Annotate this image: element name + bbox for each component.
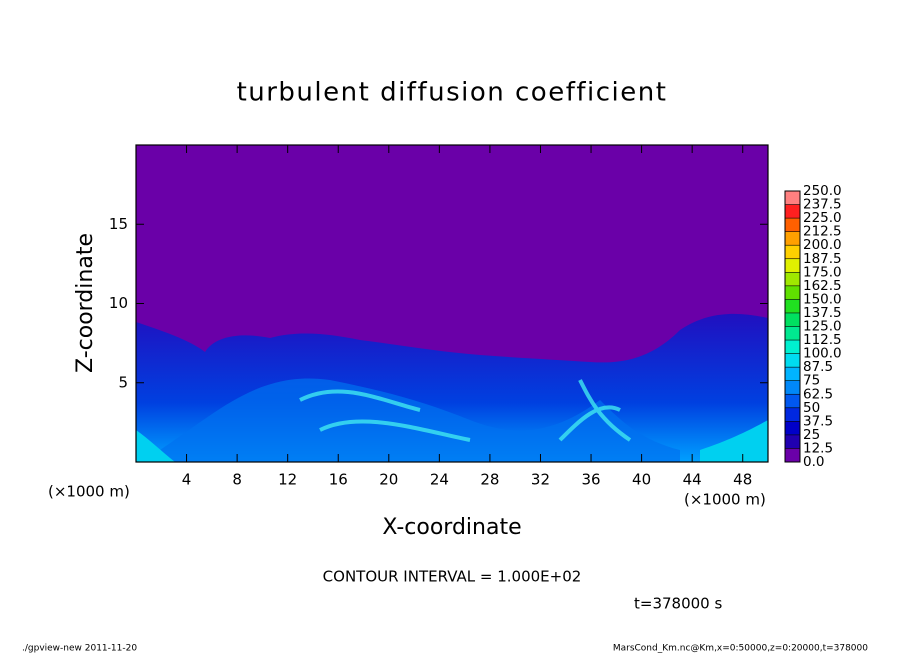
time-label: t=378000 s: [634, 595, 722, 613]
colorbar-label: 187.5: [803, 251, 842, 267]
x-unit-label: (×1000 m): [48, 483, 130, 501]
x-unit-label-right: (×1000 m): [684, 491, 766, 509]
colorbar-label: 75: [803, 373, 820, 389]
x-tick-label: 4: [182, 471, 192, 489]
colorbar-band: [785, 353, 800, 368]
colorbar-band: [785, 340, 800, 354]
colorbar-label: 0.0: [803, 454, 824, 470]
colorbar-label: 37.5: [803, 413, 833, 429]
x-tick-label: 20: [379, 471, 398, 489]
colorbar-label: 137.5: [803, 305, 842, 321]
y-tick-label: 10: [109, 294, 128, 312]
colorbar-band: [785, 299, 800, 313]
colorbar-band: [785, 204, 800, 219]
x-tick-label: 48: [733, 471, 752, 489]
x-tick-label: 40: [632, 471, 651, 489]
x-tick-label: 36: [581, 471, 600, 489]
y-tick-label: 5: [118, 373, 128, 391]
x-tick-label: 16: [329, 471, 348, 489]
x-tick-label: 32: [531, 471, 550, 489]
contour-interval: CONTOUR INTERVAL = 1.000E+02: [323, 568, 582, 586]
x-tick-label: 8: [232, 471, 242, 489]
colorbar-label: 162.5: [803, 278, 842, 294]
colorbar-label: 100.0: [803, 346, 842, 362]
colorbar-label: 25: [803, 427, 820, 443]
colorbar-label: 250.0: [803, 183, 842, 199]
chart-title: turbulent diffusion coefficient: [237, 78, 668, 108]
y-axis-label: Z-coordinate: [73, 233, 98, 373]
colorbar-band: [785, 326, 800, 341]
colorbar-band: [785, 218, 800, 232]
colorbar-label: 225.0: [803, 210, 842, 226]
field-filament: [299, 379, 632, 442]
colorbar-label: 150.0: [803, 291, 842, 307]
colorbar-band: [785, 231, 800, 246]
colorbar-band: [785, 367, 800, 381]
colorbar-band: [785, 434, 800, 449]
colorbar-label: 175.0: [803, 264, 842, 280]
field-filament: [136, 420, 768, 462]
colorbar-band: [785, 448, 800, 462]
colorbar-label: 112.5: [803, 332, 842, 348]
colorbar-label: 125.0: [803, 319, 842, 335]
footer-right: MarsCond_Km.nc@Km,x=0:50000,z=0:20000,t=…: [613, 644, 868, 654]
footer-left: ./gpview-new 2011-11-20: [22, 644, 137, 654]
x-axis-label: X-coordinate: [382, 515, 521, 540]
colorbar-label: 237.5: [803, 197, 842, 213]
colorbar-label: 87.5: [803, 359, 833, 375]
colorbar-band: [785, 380, 800, 395]
colorbar-label: 212.5: [803, 224, 842, 240]
colorbar-label: 62.5: [803, 386, 833, 402]
colorbar-band: [785, 394, 800, 408]
colorbar-band: [785, 285, 800, 300]
x-tick-label: 28: [480, 471, 499, 489]
colorbar-label: 50: [803, 400, 820, 416]
colorbar-band: [785, 421, 800, 435]
colorbar-band: [785, 258, 800, 273]
y-tick-label: 15: [109, 215, 128, 233]
x-tick-label: 44: [683, 471, 702, 489]
x-tick-label: 24: [430, 471, 449, 489]
field-swirl: [160, 378, 680, 462]
colorbar-band: [785, 312, 800, 327]
colorbar-band: [785, 407, 800, 422]
colorbar-band: [785, 191, 800, 205]
colorbar-label: 200.0: [803, 237, 842, 253]
colorbar-band: [785, 245, 800, 259]
x-tick-label: 12: [278, 471, 297, 489]
colorbar-label: 12.5: [803, 440, 833, 456]
colorbar-band: [785, 272, 800, 286]
